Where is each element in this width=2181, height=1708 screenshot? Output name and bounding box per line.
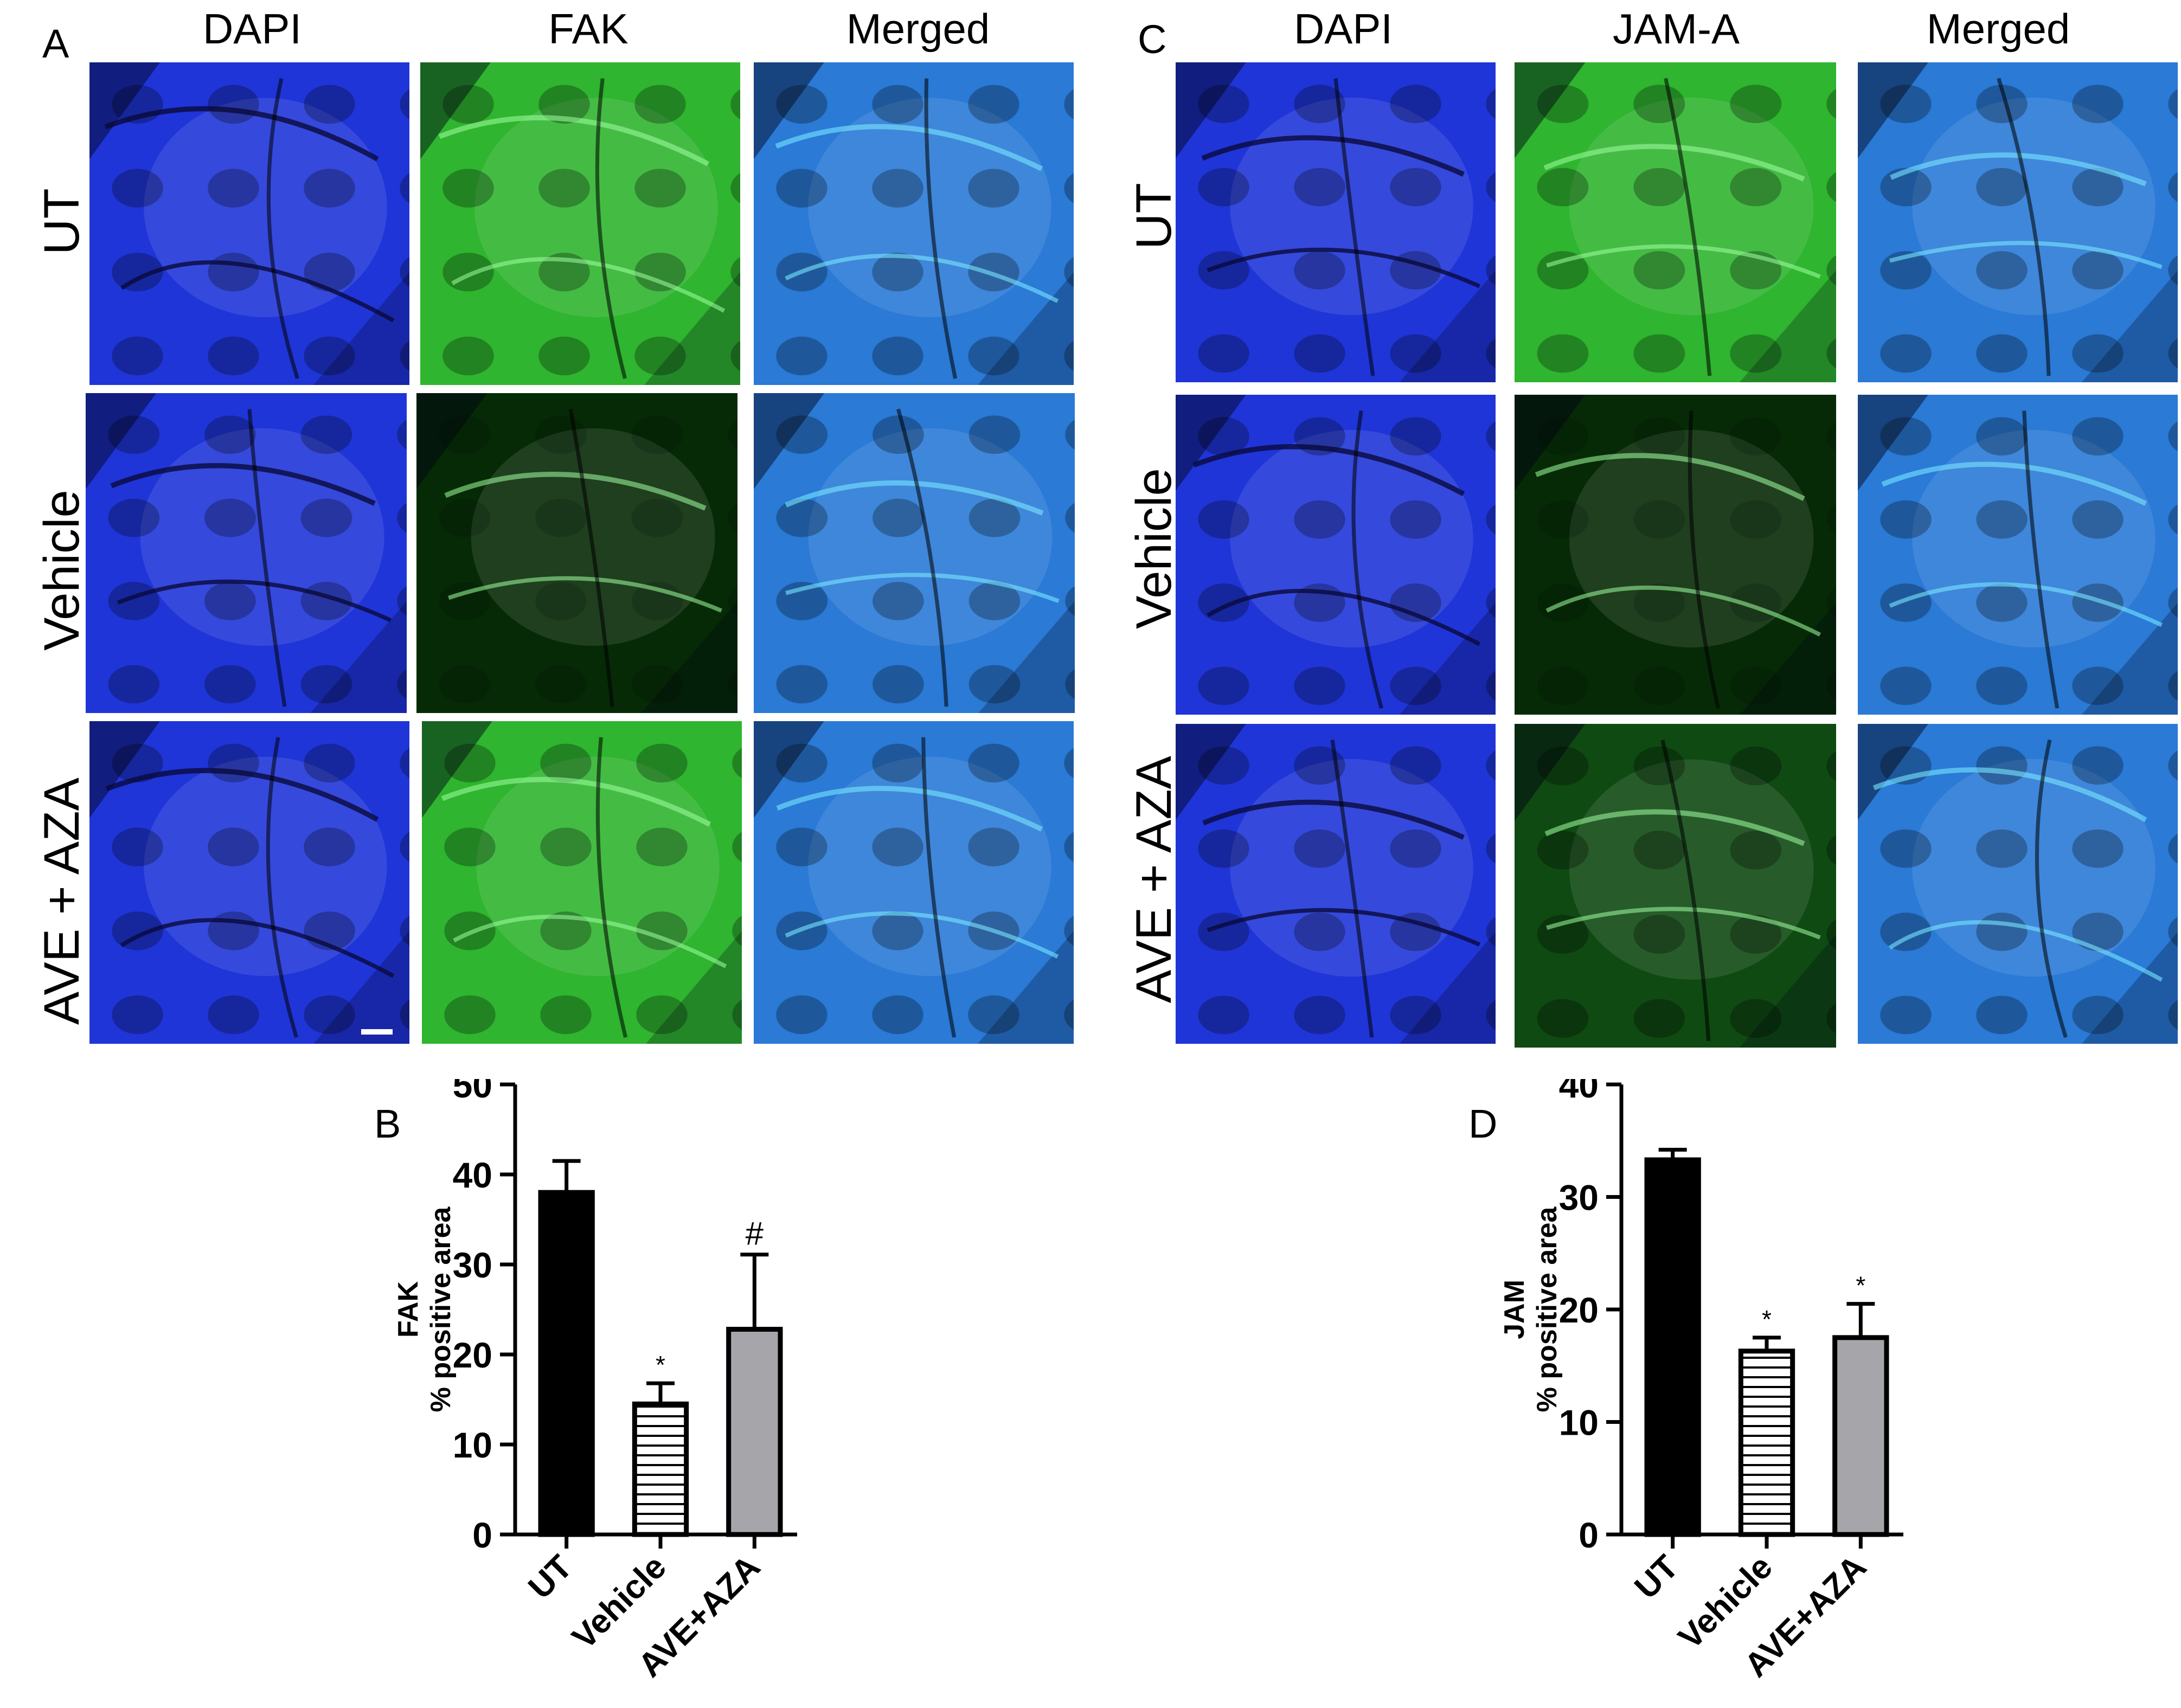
panel-letter-b: B [374, 1101, 401, 1146]
significance-marker: * [1762, 1305, 1772, 1333]
micrograph-panel-c-vehicle-merged [1858, 395, 2178, 715]
micrograph-panel-c-ut-jam-a [1515, 62, 1836, 382]
y-tick-label: 20 [453, 1335, 492, 1375]
x-tick-label: UT [521, 1548, 579, 1606]
y-tick-label: 40 [1559, 1079, 1599, 1105]
micrograph-panel-c-ut-dapi [1176, 62, 1496, 382]
panel-a-row-ave-aza: AVE + AZA [34, 778, 89, 1025]
y-tick-label: 10 [1559, 1403, 1599, 1443]
micrograph-panel-a-vehicle-dapi [86, 393, 407, 713]
panel-letter-a: A [42, 21, 69, 66]
micrograph-panel-c-ave-aza-jam-a [1515, 724, 1836, 1048]
panel-c-column-dapi: DAPI [1293, 5, 1393, 53]
micrograph-panel-a-vehicle-fak [416, 393, 737, 713]
micrograph-panel-a-ave-aza-merged [754, 721, 1074, 1044]
y-tick-label: 30 [453, 1245, 492, 1285]
micrograph-panel-a-ut-dapi [89, 62, 409, 385]
bar-vehicle [632, 1401, 689, 1537]
bar-ut [538, 1190, 595, 1537]
y-tick-label: 40 [453, 1155, 492, 1195]
micrograph-panel-a-vehicle-merged [754, 393, 1075, 713]
panel-letter-d: D [1468, 1101, 1498, 1146]
significance-marker: * [656, 1351, 665, 1379]
significance-marker: * [1856, 1272, 1865, 1300]
y-tick-label: 0 [472, 1515, 492, 1555]
panel-a-column-dapi: DAPI [202, 5, 302, 53]
bar-ave-aza [726, 1327, 783, 1537]
panel-c-row-ave-aza: AVE + AZA [1126, 756, 1182, 1003]
panel-letter-c: C [1138, 17, 1167, 62]
bar-vehicle [1738, 1349, 1795, 1537]
y-tick-label: 30 [1559, 1178, 1599, 1218]
y-axis-label: JAM% positive area [1499, 1206, 1563, 1412]
significance-marker: # [746, 1216, 764, 1252]
panel-a-row-vehicle: Vehicle [34, 490, 89, 651]
y-axis-label: FAK% positive area [393, 1206, 457, 1412]
micrograph-panel-c-vehicle-jam-a [1515, 395, 1836, 715]
micrograph-panel-a-ave-aza-fak [422, 721, 742, 1044]
bar-ave-aza [1832, 1335, 1889, 1537]
panel-a-column-merged: Merged [846, 5, 990, 53]
scale-bar [361, 1029, 393, 1035]
svg-text:FAK: FAK [393, 1281, 424, 1338]
micrograph-panel-c-vehicle-dapi [1176, 395, 1496, 715]
micrograph-panel-c-ave-aza-dapi [1176, 724, 1496, 1044]
panel-a-column-fak: FAK [548, 5, 628, 53]
panel-a-row-ut: UT [34, 188, 89, 255]
micrograph-panel-c-ave-aza-merged [1858, 724, 2178, 1044]
x-tick-label: UT [1627, 1548, 1685, 1606]
y-tick-label: 20 [1559, 1290, 1599, 1330]
svg-text:% positive area: % positive area [425, 1206, 457, 1412]
micrograph-panel-c-ut-merged [1858, 62, 2178, 382]
y-tick-label: 0 [1579, 1515, 1599, 1555]
panel-c-column-merged: Merged [1926, 5, 2070, 53]
panel-c-column-jam-a: JAM-A [1613, 5, 1740, 53]
panel-c-row-vehicle: Vehicle [1126, 468, 1182, 629]
svg-text:JAM: JAM [1499, 1280, 1530, 1339]
bar-ut [1644, 1157, 1701, 1537]
panel-c-row-ut: UT [1126, 183, 1182, 249]
y-tick-label: 50 [453, 1079, 492, 1105]
micrograph-panel-a-ut-merged [754, 62, 1074, 385]
y-tick-label: 10 [453, 1425, 492, 1465]
svg-text:% positive area: % positive area [1531, 1206, 1563, 1412]
micrograph-panel-a-ave-aza-dapi [89, 721, 409, 1044]
micrograph-panel-a-ut-fak [420, 62, 740, 385]
